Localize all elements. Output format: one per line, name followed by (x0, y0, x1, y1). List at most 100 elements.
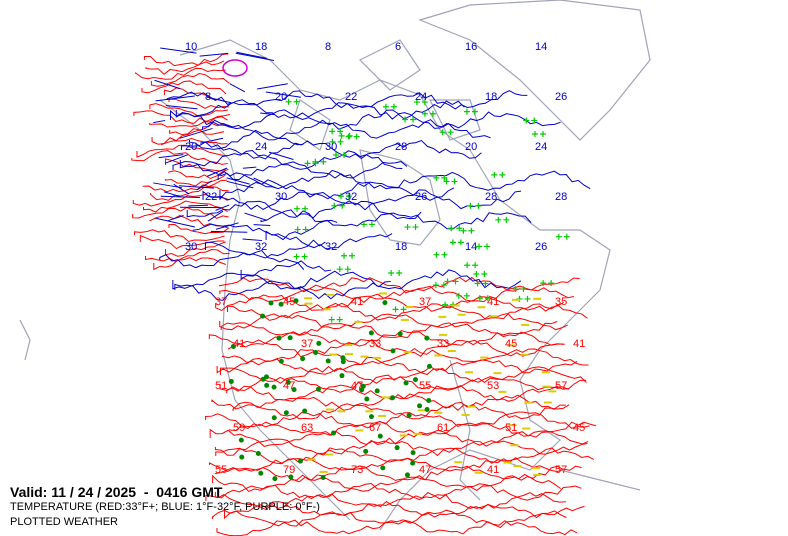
rain-symbol (304, 302, 313, 305)
station-dot (293, 298, 299, 304)
snow-symbol (341, 252, 356, 259)
rain-symbol (533, 473, 542, 476)
snow-symbol (337, 193, 352, 200)
rain-symbol (417, 409, 426, 412)
cold-isotherm (210, 230, 248, 233)
cold-isotherm (159, 250, 305, 270)
cold-isotherm (268, 151, 294, 161)
warm-isotherm (226, 384, 569, 402)
contour-label-warm: 37 (215, 296, 227, 308)
rain-symbol (344, 344, 353, 347)
snow-symbol (455, 292, 470, 299)
warm-isotherm (133, 110, 231, 124)
warm-isotherm (149, 103, 228, 117)
cold-isotherm (155, 95, 195, 102)
contour-label-cold: 20 (465, 141, 477, 153)
contour-label-warm: 33 (369, 338, 381, 350)
station-dot (390, 395, 396, 401)
rain-symbol (498, 390, 507, 393)
contour-label-cold: 6 (395, 41, 401, 53)
cold-isotherm (179, 150, 403, 170)
station-dot (260, 313, 266, 319)
contour-label-cold: 30 (275, 191, 287, 203)
contour-label-warm: 45 (573, 422, 585, 434)
contour-label-cold: 14 (535, 41, 547, 53)
snow-symbol (442, 301, 457, 308)
station-dot (340, 359, 346, 365)
warm-isotherm (135, 67, 226, 80)
contour-label-cold: 32 (345, 191, 357, 203)
cold-isotherm (257, 83, 288, 90)
cold-isotherm (202, 119, 491, 141)
rain-symbol (543, 401, 552, 404)
contour-label-warm: 41 (487, 464, 499, 476)
cold-isotherm (242, 166, 257, 169)
cold-isotherm (164, 154, 189, 164)
contour-label-warm: 55 (215, 464, 227, 476)
warm-isotherm (150, 72, 230, 87)
station-dot (300, 356, 306, 362)
rain-symbol (399, 434, 408, 437)
snow-symbol (402, 116, 417, 123)
warm-isotherm (229, 421, 597, 438)
warm-isotherm (150, 186, 229, 201)
cold-isotherm (236, 51, 267, 59)
warm-isotherm (149, 116, 228, 128)
station-dot (426, 363, 432, 369)
rain-symbol (457, 313, 466, 316)
contour-label-warm: 47 (351, 380, 363, 392)
snow-symbol (345, 133, 360, 140)
snow-symbol (333, 152, 348, 159)
station-dot (363, 448, 369, 454)
warm-isotherm (214, 437, 588, 457)
contour-label-warm: 35 (555, 296, 567, 308)
weather-symbols (228, 98, 570, 482)
rain-symbol (513, 465, 522, 468)
snow-symbol (491, 171, 506, 178)
station-dot (410, 450, 416, 456)
station-dot (264, 382, 270, 388)
warm-isotherm (169, 122, 230, 136)
contour-label-cold: 24 (255, 141, 267, 153)
contour-label-warm: 37 (419, 296, 431, 308)
rain-symbol (434, 411, 443, 414)
snow-symbol (463, 108, 478, 115)
cold-isotherm (167, 215, 184, 222)
cold-isotherm (206, 96, 232, 104)
snow-symbol (439, 129, 454, 136)
rain-symbol (438, 333, 447, 336)
rain-symbol (379, 292, 388, 295)
cold-isotherm (166, 90, 528, 110)
station-dot (268, 300, 274, 306)
snow-symbol (495, 216, 510, 223)
rain-symbol (461, 413, 470, 416)
station-dot (325, 358, 331, 364)
station-dot (239, 454, 245, 460)
cold-isotherm (215, 204, 230, 211)
rain-symbol (381, 396, 390, 399)
station-dot (271, 415, 277, 421)
warm-isotherm (168, 224, 230, 235)
contour-label-warm: 55 (419, 380, 431, 392)
station-dot (360, 383, 366, 389)
rain-symbol (378, 414, 387, 417)
snow-symbol (476, 295, 491, 302)
cold-isotherm (192, 219, 338, 241)
snow-symbol (404, 224, 419, 231)
rain-symbol (319, 470, 328, 473)
cold-isotherms (153, 47, 591, 301)
warm-isotherm (161, 137, 228, 146)
station-dot (276, 335, 282, 341)
cold-isotherm (180, 139, 482, 160)
warm-isotherm (143, 53, 229, 67)
cold-isotherm (253, 177, 277, 189)
cold-isotherm (265, 91, 302, 98)
contour-label-warm: 51 (505, 422, 517, 434)
contour-label-warm: 33 (437, 338, 449, 350)
cold-isotherm (265, 230, 393, 250)
contour-label-warm: 45 (505, 338, 517, 350)
snow-symbol (531, 130, 546, 137)
station-dot (368, 414, 374, 420)
warm-isotherm (145, 60, 225, 75)
